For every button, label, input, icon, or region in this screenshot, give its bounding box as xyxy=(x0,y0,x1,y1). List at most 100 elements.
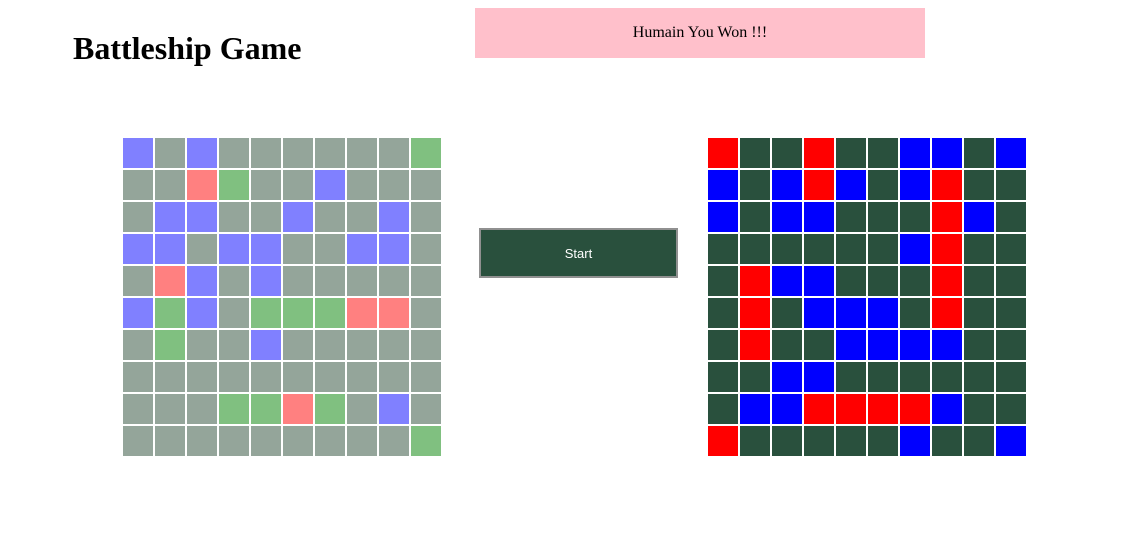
player-board-cell[interactable] xyxy=(411,202,443,234)
player-board-cell[interactable] xyxy=(283,330,315,362)
player-board-cell[interactable] xyxy=(411,138,443,170)
player-board-cell[interactable] xyxy=(347,266,379,298)
computer-board-cell[interactable] xyxy=(836,202,868,234)
computer-board-cell[interactable] xyxy=(868,170,900,202)
player-board-cell[interactable] xyxy=(283,426,315,458)
player-board-cell[interactable] xyxy=(315,330,347,362)
player-board-cell[interactable] xyxy=(411,330,443,362)
computer-board-cell[interactable] xyxy=(932,426,964,458)
player-board-cell[interactable] xyxy=(315,234,347,266)
player-board-cell[interactable] xyxy=(187,330,219,362)
computer-board-cell[interactable] xyxy=(836,362,868,394)
computer-board-cell[interactable] xyxy=(868,202,900,234)
computer-board-cell[interactable] xyxy=(740,138,772,170)
player-board-cell[interactable] xyxy=(155,330,187,362)
computer-board-cell[interactable] xyxy=(964,426,996,458)
computer-board-cell[interactable] xyxy=(772,362,804,394)
player-board-cell[interactable] xyxy=(347,394,379,426)
computer-board-cell[interactable] xyxy=(868,362,900,394)
player-board-cell[interactable] xyxy=(187,362,219,394)
computer-board-cell[interactable] xyxy=(772,394,804,426)
player-board-cell[interactable] xyxy=(219,266,251,298)
player-board-cell[interactable] xyxy=(123,298,155,330)
player-board-cell[interactable] xyxy=(123,170,155,202)
player-board-cell[interactable] xyxy=(123,362,155,394)
computer-board-cell[interactable] xyxy=(996,330,1028,362)
player-board-cell[interactable] xyxy=(283,202,315,234)
computer-board-cell[interactable] xyxy=(964,394,996,426)
player-board-cell[interactable] xyxy=(315,202,347,234)
computer-board-cell[interactable] xyxy=(900,426,932,458)
computer-board-cell[interactable] xyxy=(836,426,868,458)
computer-board-cell[interactable] xyxy=(964,138,996,170)
player-board-cell[interactable] xyxy=(123,330,155,362)
computer-board-cell[interactable] xyxy=(964,202,996,234)
player-board-cell[interactable] xyxy=(411,170,443,202)
player-board-cell[interactable] xyxy=(251,298,283,330)
player-board-cell[interactable] xyxy=(187,138,219,170)
player-board-cell[interactable] xyxy=(315,138,347,170)
player-board-cell[interactable] xyxy=(219,362,251,394)
computer-board-cell[interactable] xyxy=(996,394,1028,426)
player-board-cell[interactable] xyxy=(347,138,379,170)
computer-board-cell[interactable] xyxy=(740,394,772,426)
player-board-cell[interactable] xyxy=(219,394,251,426)
computer-board-cell[interactable] xyxy=(900,362,932,394)
computer-board-cell[interactable] xyxy=(868,138,900,170)
player-board-cell[interactable] xyxy=(315,266,347,298)
player-board-cell[interactable] xyxy=(315,426,347,458)
computer-board-cell[interactable] xyxy=(708,298,740,330)
computer-board-cell[interactable] xyxy=(708,330,740,362)
player-board-cell[interactable] xyxy=(251,330,283,362)
player-board-cell[interactable] xyxy=(219,298,251,330)
player-board-cell[interactable] xyxy=(379,234,411,266)
player-board-cell[interactable] xyxy=(347,170,379,202)
player-board-cell[interactable] xyxy=(283,266,315,298)
computer-board-cell[interactable] xyxy=(964,298,996,330)
player-board-cell[interactable] xyxy=(155,426,187,458)
player-board-cell[interactable] xyxy=(411,266,443,298)
player-board-cell[interactable] xyxy=(123,234,155,266)
player-board-cell[interactable] xyxy=(251,266,283,298)
computer-board-cell[interactable] xyxy=(740,234,772,266)
player-board-cell[interactable] xyxy=(219,234,251,266)
computer-board-cell[interactable] xyxy=(708,426,740,458)
computer-board-cell[interactable] xyxy=(708,394,740,426)
computer-board-cell[interactable] xyxy=(772,138,804,170)
computer-board-cell[interactable] xyxy=(804,394,836,426)
player-board-cell[interactable] xyxy=(155,234,187,266)
computer-board-cell[interactable] xyxy=(772,426,804,458)
computer-board-cell[interactable] xyxy=(740,298,772,330)
computer-board-cell[interactable] xyxy=(932,266,964,298)
player-board-cell[interactable] xyxy=(155,298,187,330)
player-board-cell[interactable] xyxy=(123,138,155,170)
player-board-cell[interactable] xyxy=(123,202,155,234)
player-board-cell[interactable] xyxy=(155,266,187,298)
start-button[interactable]: Start xyxy=(479,228,678,278)
player-board-cell[interactable] xyxy=(251,234,283,266)
computer-board-cell[interactable] xyxy=(804,170,836,202)
computer-board-cell[interactable] xyxy=(868,426,900,458)
computer-board-cell[interactable] xyxy=(996,234,1028,266)
computer-board-cell[interactable] xyxy=(772,330,804,362)
computer-board-cell[interactable] xyxy=(804,202,836,234)
player-board-cell[interactable] xyxy=(155,202,187,234)
computer-board-cell[interactable] xyxy=(996,202,1028,234)
player-board-cell[interactable] xyxy=(283,362,315,394)
computer-board-cell[interactable] xyxy=(932,170,964,202)
computer-board-cell[interactable] xyxy=(900,394,932,426)
computer-board-cell[interactable] xyxy=(836,234,868,266)
computer-board-cell[interactable] xyxy=(772,170,804,202)
player-board-cell[interactable] xyxy=(187,170,219,202)
computer-board-cell[interactable] xyxy=(836,138,868,170)
computer-board-cell[interactable] xyxy=(996,170,1028,202)
computer-board-cell[interactable] xyxy=(804,362,836,394)
computer-board-cell[interactable] xyxy=(772,202,804,234)
player-board-cell[interactable] xyxy=(187,426,219,458)
computer-board-cell[interactable] xyxy=(708,202,740,234)
computer-board-cell[interactable] xyxy=(932,330,964,362)
computer-board-cell[interactable] xyxy=(708,170,740,202)
computer-board-cell[interactable] xyxy=(740,266,772,298)
player-board-cell[interactable] xyxy=(347,426,379,458)
player-board-cell[interactable] xyxy=(411,426,443,458)
